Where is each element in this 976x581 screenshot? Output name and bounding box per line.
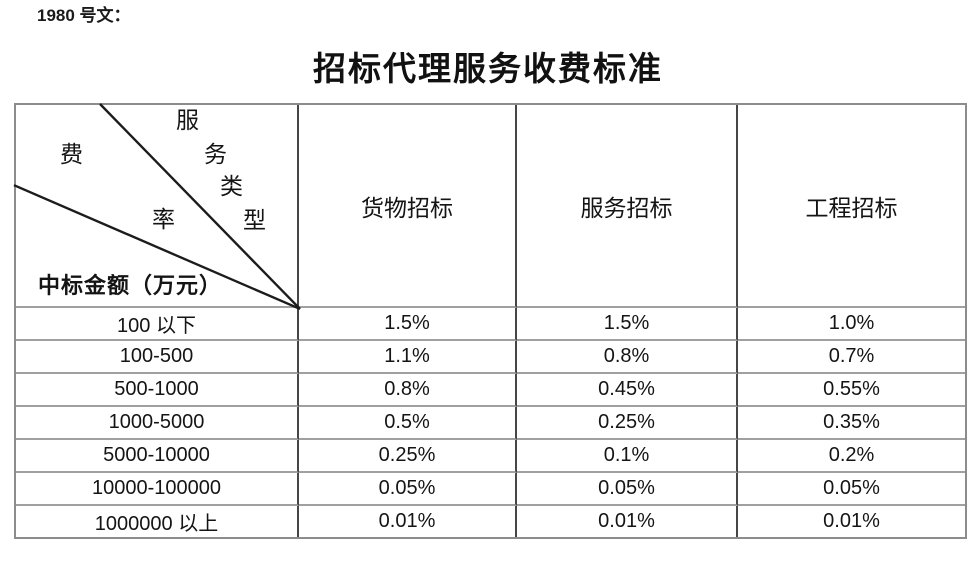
fee-standard-table: 服 务 类 型 费 率 中标金额（万元） 货物招标 服务招标 工程招标 100 … (13, 103, 967, 539)
service-type-char: 务 (204, 142, 227, 167)
rate-cell: 1.5% (299, 308, 517, 341)
rate-char: 率 (152, 207, 175, 232)
service-type-char: 类 (220, 174, 243, 199)
amount-range-cell: 500-1000 (16, 374, 299, 407)
table-row: 1000000 以上 0.01% 0.01% 0.01% (16, 506, 965, 537)
amount-range-cell: 10000-100000 (16, 473, 299, 506)
rate-cell: 0.8% (299, 374, 517, 407)
rate-cell: 0.01% (517, 506, 738, 537)
rate-cell: 0.35% (738, 407, 965, 440)
column-header-goods-bidding: 货物招标 (299, 105, 517, 308)
column-header-service-bidding: 服务招标 (517, 105, 738, 308)
table-row: 100 以下 1.5% 1.5% 1.0% (16, 308, 965, 341)
page-title: 招标代理服务收费标准 (313, 52, 663, 88)
column-header-project-bidding: 工程招标 (738, 105, 965, 308)
amount-axis-label: 中标金额（万元） (38, 273, 223, 298)
amount-range-cell: 100 以下 (16, 308, 299, 341)
rate-cell: 0.5% (299, 407, 517, 440)
amount-range-cell: 5000-10000 (16, 440, 299, 473)
rate-cell: 0.8% (517, 341, 738, 374)
amount-range-cell: 1000-5000 (16, 407, 299, 440)
fee-char: 费 (60, 142, 83, 167)
amount-range-cell: 100-500 (16, 341, 299, 374)
rate-cell: 0.2% (738, 440, 965, 473)
rate-cell: 0.05% (738, 473, 965, 506)
table-row: 100-500 1.1% 0.8% 0.7% (16, 341, 965, 374)
rate-cell: 0.25% (299, 440, 517, 473)
rate-cell: 0.45% (517, 374, 738, 407)
service-type-char: 型 (243, 208, 266, 233)
service-type-char: 服 (176, 108, 199, 133)
rate-cell: 0.7% (738, 341, 965, 374)
header-row: 服 务 类 型 费 率 中标金额（万元） 货物招标 服务招标 工程招标 (13, 103, 965, 311)
amount-range-cell: 1000000 以上 (16, 506, 299, 537)
rate-cell: 1.0% (738, 308, 965, 341)
table-row: 1000-5000 0.5% 0.25% 0.35% (16, 407, 965, 440)
rate-cell: 1.5% (517, 308, 738, 341)
rate-cell: 0.01% (823, 510, 880, 532)
table-row: 500-1000 0.8% 0.45% 0.55% (16, 374, 965, 407)
rate-cell: 1.1% (299, 341, 517, 374)
diagonal-corner-cell: 服 务 类 型 费 率 中标金额（万元） (13, 103, 301, 311)
rate-cell: 0.25% (517, 407, 738, 440)
rate-cell: 0.05% (299, 473, 517, 506)
rate-cell: 0.01% (299, 506, 517, 537)
rate-cell: 0.05% (517, 473, 738, 506)
rate-cell: 0.1% (517, 440, 738, 473)
table-row: 5000-10000 0.25% 0.1% 0.2% (16, 440, 965, 473)
rate-cell: 0.55% (738, 374, 965, 407)
doc-reference: 1980 号文： (37, 6, 131, 25)
table-row: 10000-100000 0.05% 0.05% 0.05% (16, 473, 965, 506)
